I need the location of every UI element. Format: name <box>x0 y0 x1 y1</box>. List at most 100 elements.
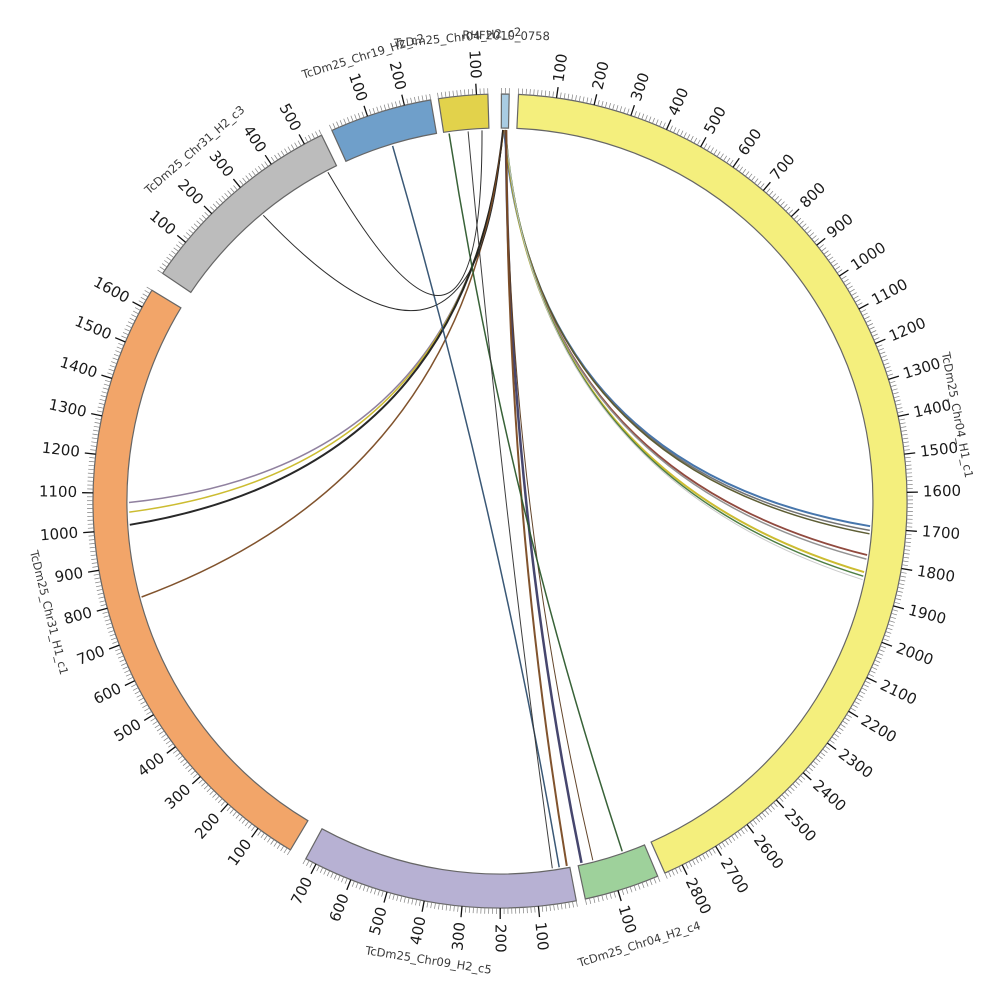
minor-tick <box>309 862 313 868</box>
minor-tick <box>188 229 194 234</box>
major-tick <box>87 569 100 573</box>
tick-label-chr04_h1-2400: 2400 <box>809 776 849 815</box>
minor-tick <box>822 748 828 753</box>
minor-tick <box>95 581 102 584</box>
minor-tick <box>98 402 105 405</box>
minor-tick <box>87 472 94 474</box>
minor-tick <box>437 92 439 99</box>
tick-label-chr04_h1-2200: 2200 <box>858 711 900 746</box>
minor-tick <box>904 549 911 551</box>
minor-tick <box>146 711 152 715</box>
minor-tick <box>161 733 167 738</box>
minor-tick <box>380 105 383 112</box>
major-tick <box>617 890 622 902</box>
minor-tick <box>410 97 413 104</box>
minor-tick <box>351 880 355 887</box>
minor-tick <box>209 790 215 795</box>
minor-tick <box>129 317 136 322</box>
minor-tick <box>782 204 788 209</box>
tick-label-chr31_h1-100: 100 <box>224 836 256 870</box>
minor-tick <box>326 870 331 877</box>
minor-tick <box>88 464 95 467</box>
minor-tick <box>426 901 429 908</box>
minor-tick <box>578 95 581 102</box>
minor-tick <box>529 89 531 96</box>
minor-tick <box>601 101 604 107</box>
minor-tick <box>152 720 158 725</box>
major-tick <box>888 375 900 381</box>
tick-label-chr04_h1-400: 400 <box>664 85 692 118</box>
minor-tick <box>156 727 163 732</box>
minor-tick <box>899 579 906 582</box>
minor-tick <box>711 848 716 854</box>
minor-tick <box>127 676 134 681</box>
minor-tick <box>175 244 182 249</box>
minor-tick <box>93 429 100 432</box>
tick-label-chr04_h1-1600: 1600 <box>923 482 962 501</box>
minor-tick <box>900 430 907 432</box>
minor-tick <box>895 598 902 601</box>
tick-label-chr04_h1-300: 300 <box>627 70 653 103</box>
minor-tick <box>276 843 281 849</box>
tick-label-chr04_h1-600: 600 <box>734 125 765 159</box>
minor-tick <box>232 811 238 817</box>
minor-tick <box>568 902 571 909</box>
minor-tick <box>172 749 179 754</box>
minor-tick <box>882 358 889 362</box>
major-tick <box>383 891 388 903</box>
minor-tick <box>183 235 189 240</box>
major-tick <box>176 234 187 243</box>
minor-tick <box>425 94 428 101</box>
labels-layer: RHF2010_0758TcDm25_Chr04_H1_c1TcDm25_Chr… <box>27 25 976 977</box>
minor-tick <box>855 298 861 303</box>
minor-tick <box>304 136 309 143</box>
major-tick <box>681 864 688 876</box>
minor-tick <box>575 95 577 102</box>
minor-tick <box>889 380 896 384</box>
minor-tick <box>863 316 870 320</box>
minor-tick <box>901 433 908 436</box>
major-tick <box>401 94 406 106</box>
minor-tick <box>161 263 168 268</box>
minor-tick <box>125 673 132 677</box>
minor-tick <box>343 118 347 125</box>
minor-tick <box>154 724 161 729</box>
minor-tick <box>227 190 232 196</box>
minor-tick <box>900 426 907 429</box>
minor-tick <box>193 223 199 228</box>
major-tick <box>537 906 541 918</box>
minor-tick <box>824 745 831 750</box>
minor-tick <box>449 904 451 912</box>
minor-tick <box>719 153 724 159</box>
minor-tick <box>589 898 592 904</box>
minor-tick <box>229 808 235 814</box>
minor-tick <box>456 90 458 97</box>
minor-tick <box>871 666 878 670</box>
minor-tick <box>105 622 112 626</box>
major-tick <box>848 710 859 718</box>
minor-tick <box>777 198 782 204</box>
minor-tick <box>98 596 105 599</box>
segment-arc-TcDm25_Chr31_H2_c3 <box>161 134 338 294</box>
minor-tick <box>886 627 893 631</box>
tick-label-chr31_h1-1200: 1200 <box>41 439 81 461</box>
minor-tick <box>95 418 102 421</box>
minor-tick <box>652 117 655 124</box>
minor-tick <box>688 861 693 867</box>
minor-tick <box>716 151 721 157</box>
minor-tick <box>657 876 661 882</box>
minor-tick <box>849 288 855 293</box>
minor-tick <box>734 833 739 839</box>
minor-tick <box>843 279 849 283</box>
minor-tick <box>136 694 143 698</box>
minor-tick <box>359 883 362 890</box>
tick-label-chr04_h2c2-100: 100 <box>465 50 485 80</box>
minor-tick <box>872 663 879 667</box>
minor-tick <box>686 134 691 140</box>
minor-tick <box>267 837 272 843</box>
minor-tick <box>575 900 578 907</box>
minor-tick <box>124 669 130 674</box>
minor-tick <box>140 700 146 705</box>
minor-tick <box>807 766 813 772</box>
minor-tick <box>702 853 706 860</box>
